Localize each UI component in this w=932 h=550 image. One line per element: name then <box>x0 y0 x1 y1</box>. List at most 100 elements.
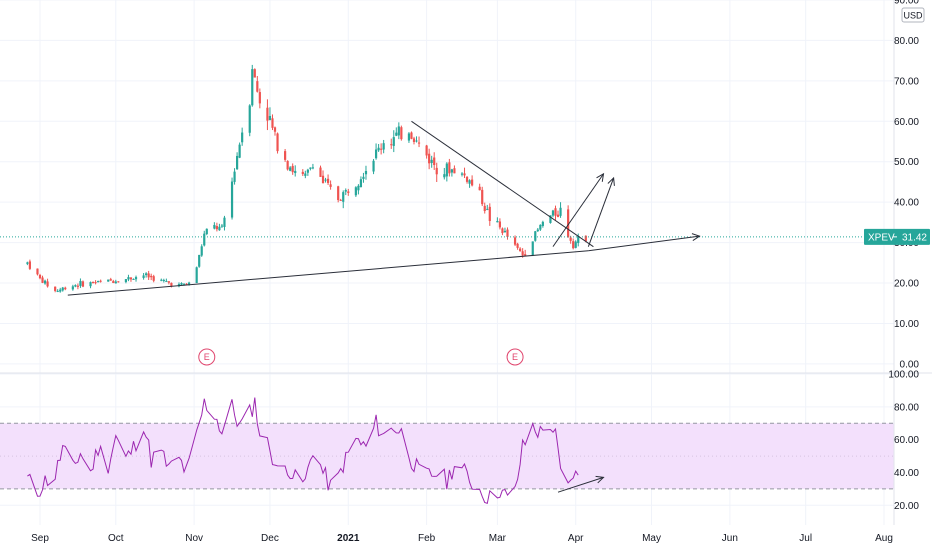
price-tick-label: 80.00 <box>894 36 919 47</box>
candle-body <box>433 157 436 166</box>
candle-body <box>81 281 85 287</box>
candle-body <box>516 243 519 248</box>
currency-box <box>901 7 925 23</box>
candle-body <box>79 280 82 286</box>
rsi-arrow-0[interactable] <box>557 475 605 493</box>
candle-body <box>531 241 534 256</box>
earnings-marker[interactable]: E <box>198 348 216 366</box>
arrow-3[interactable] <box>587 176 615 247</box>
candle-body <box>501 228 504 234</box>
candle-body <box>185 283 188 285</box>
candle-body <box>129 277 133 280</box>
candle-body <box>89 282 92 287</box>
candle-body <box>344 190 347 192</box>
rsi-band-guides <box>0 422 894 490</box>
candle-body <box>382 143 385 150</box>
candle-body <box>503 230 507 233</box>
candle-body <box>215 226 218 230</box>
candle-body <box>357 185 360 191</box>
candle-body <box>412 138 416 142</box>
candle-body <box>541 221 544 226</box>
candle-body <box>271 118 274 128</box>
price-tick-label: 40.00 <box>894 198 919 209</box>
candle-body <box>471 179 474 186</box>
rsi-series-line <box>27 397 579 505</box>
rsi-arrow-0-shaft <box>557 476 604 493</box>
trend-ray-1-head <box>691 233 701 241</box>
candle-body <box>513 237 517 245</box>
candle-body <box>236 155 239 170</box>
candle-body <box>150 275 153 278</box>
candle-body <box>453 168 456 174</box>
candle-body <box>182 283 186 285</box>
earnings-circle <box>198 348 216 366</box>
rsi-band <box>0 423 894 489</box>
candle-body <box>248 105 251 133</box>
candle-body <box>374 149 378 159</box>
candle-body <box>486 208 489 210</box>
time-axis[interactable]: Sep Oct Nov Dec 2021 Feb Mar Apr May Jun Jul Aug <box>31 533 893 544</box>
candle-body <box>268 115 272 121</box>
candle-body <box>56 290 59 292</box>
candle-body <box>112 281 115 283</box>
candle-body <box>362 176 365 179</box>
price-axis[interactable]: 90.0080.0070.0060.0050.0040.0030.0020.00… <box>894 0 919 370</box>
candle-body <box>266 107 269 121</box>
price-tick-label: 0.00 <box>900 359 920 370</box>
candle-body <box>256 81 259 92</box>
candle-body <box>286 160 289 170</box>
candle-body <box>498 221 502 228</box>
candle-body <box>481 189 484 205</box>
candle-body <box>425 145 428 156</box>
candle-body <box>311 167 315 169</box>
rsi-tick-label: 40.00 <box>894 468 919 479</box>
candle-body <box>124 279 128 283</box>
candle-body <box>342 192 345 202</box>
trendline-0[interactable] <box>67 250 589 296</box>
candle-body <box>64 287 67 290</box>
candle-body <box>107 279 110 282</box>
last-price-badge: XPEV 31.42 <box>864 228 930 245</box>
candle-body <box>198 254 201 267</box>
arrow-4[interactable] <box>552 172 605 247</box>
candle-body <box>273 127 277 132</box>
trend-ray-1[interactable] <box>588 233 701 252</box>
candle-body <box>238 144 241 158</box>
candle-body <box>549 215 552 223</box>
candle-body <box>443 174 446 178</box>
candle-body <box>41 277 44 283</box>
price-tick-label: 50.00 <box>894 157 919 168</box>
candle-body <box>187 282 191 285</box>
candle-body <box>167 281 170 283</box>
trendline-drawings[interactable] <box>67 120 701 493</box>
candle-body <box>134 277 138 280</box>
currency-label[interactable]: USD <box>901 7 925 23</box>
candle-body <box>291 165 294 173</box>
arrow-4-head <box>596 172 605 182</box>
candle-body <box>218 226 221 231</box>
candle-body <box>284 151 287 160</box>
last-price-symbol: XPEV <box>868 232 895 243</box>
candle-body <box>74 285 77 287</box>
price-tick-label: 90.00 <box>894 0 919 7</box>
candle-body <box>109 279 112 281</box>
candle-body <box>162 279 165 282</box>
rsi-axis[interactable]: 100.00 80.00 60.00 40.00 20.00 <box>888 370 919 512</box>
rsi-tick-label: 80.00 <box>894 402 919 413</box>
candle-body <box>554 208 557 216</box>
price-tick-label: 60.00 <box>894 117 919 128</box>
candle-body <box>294 170 297 174</box>
candle-body <box>233 171 236 182</box>
candle-body <box>377 147 380 151</box>
earnings-marker[interactable]: E <box>506 348 524 366</box>
candle-body <box>321 175 325 184</box>
candle-body <box>569 237 572 241</box>
candle-body <box>536 229 539 232</box>
candle-body <box>170 282 173 286</box>
candle-body <box>496 221 499 223</box>
currency-text: USD <box>903 11 923 21</box>
trendline-2[interactable] <box>411 120 594 248</box>
candle-body <box>428 153 431 164</box>
